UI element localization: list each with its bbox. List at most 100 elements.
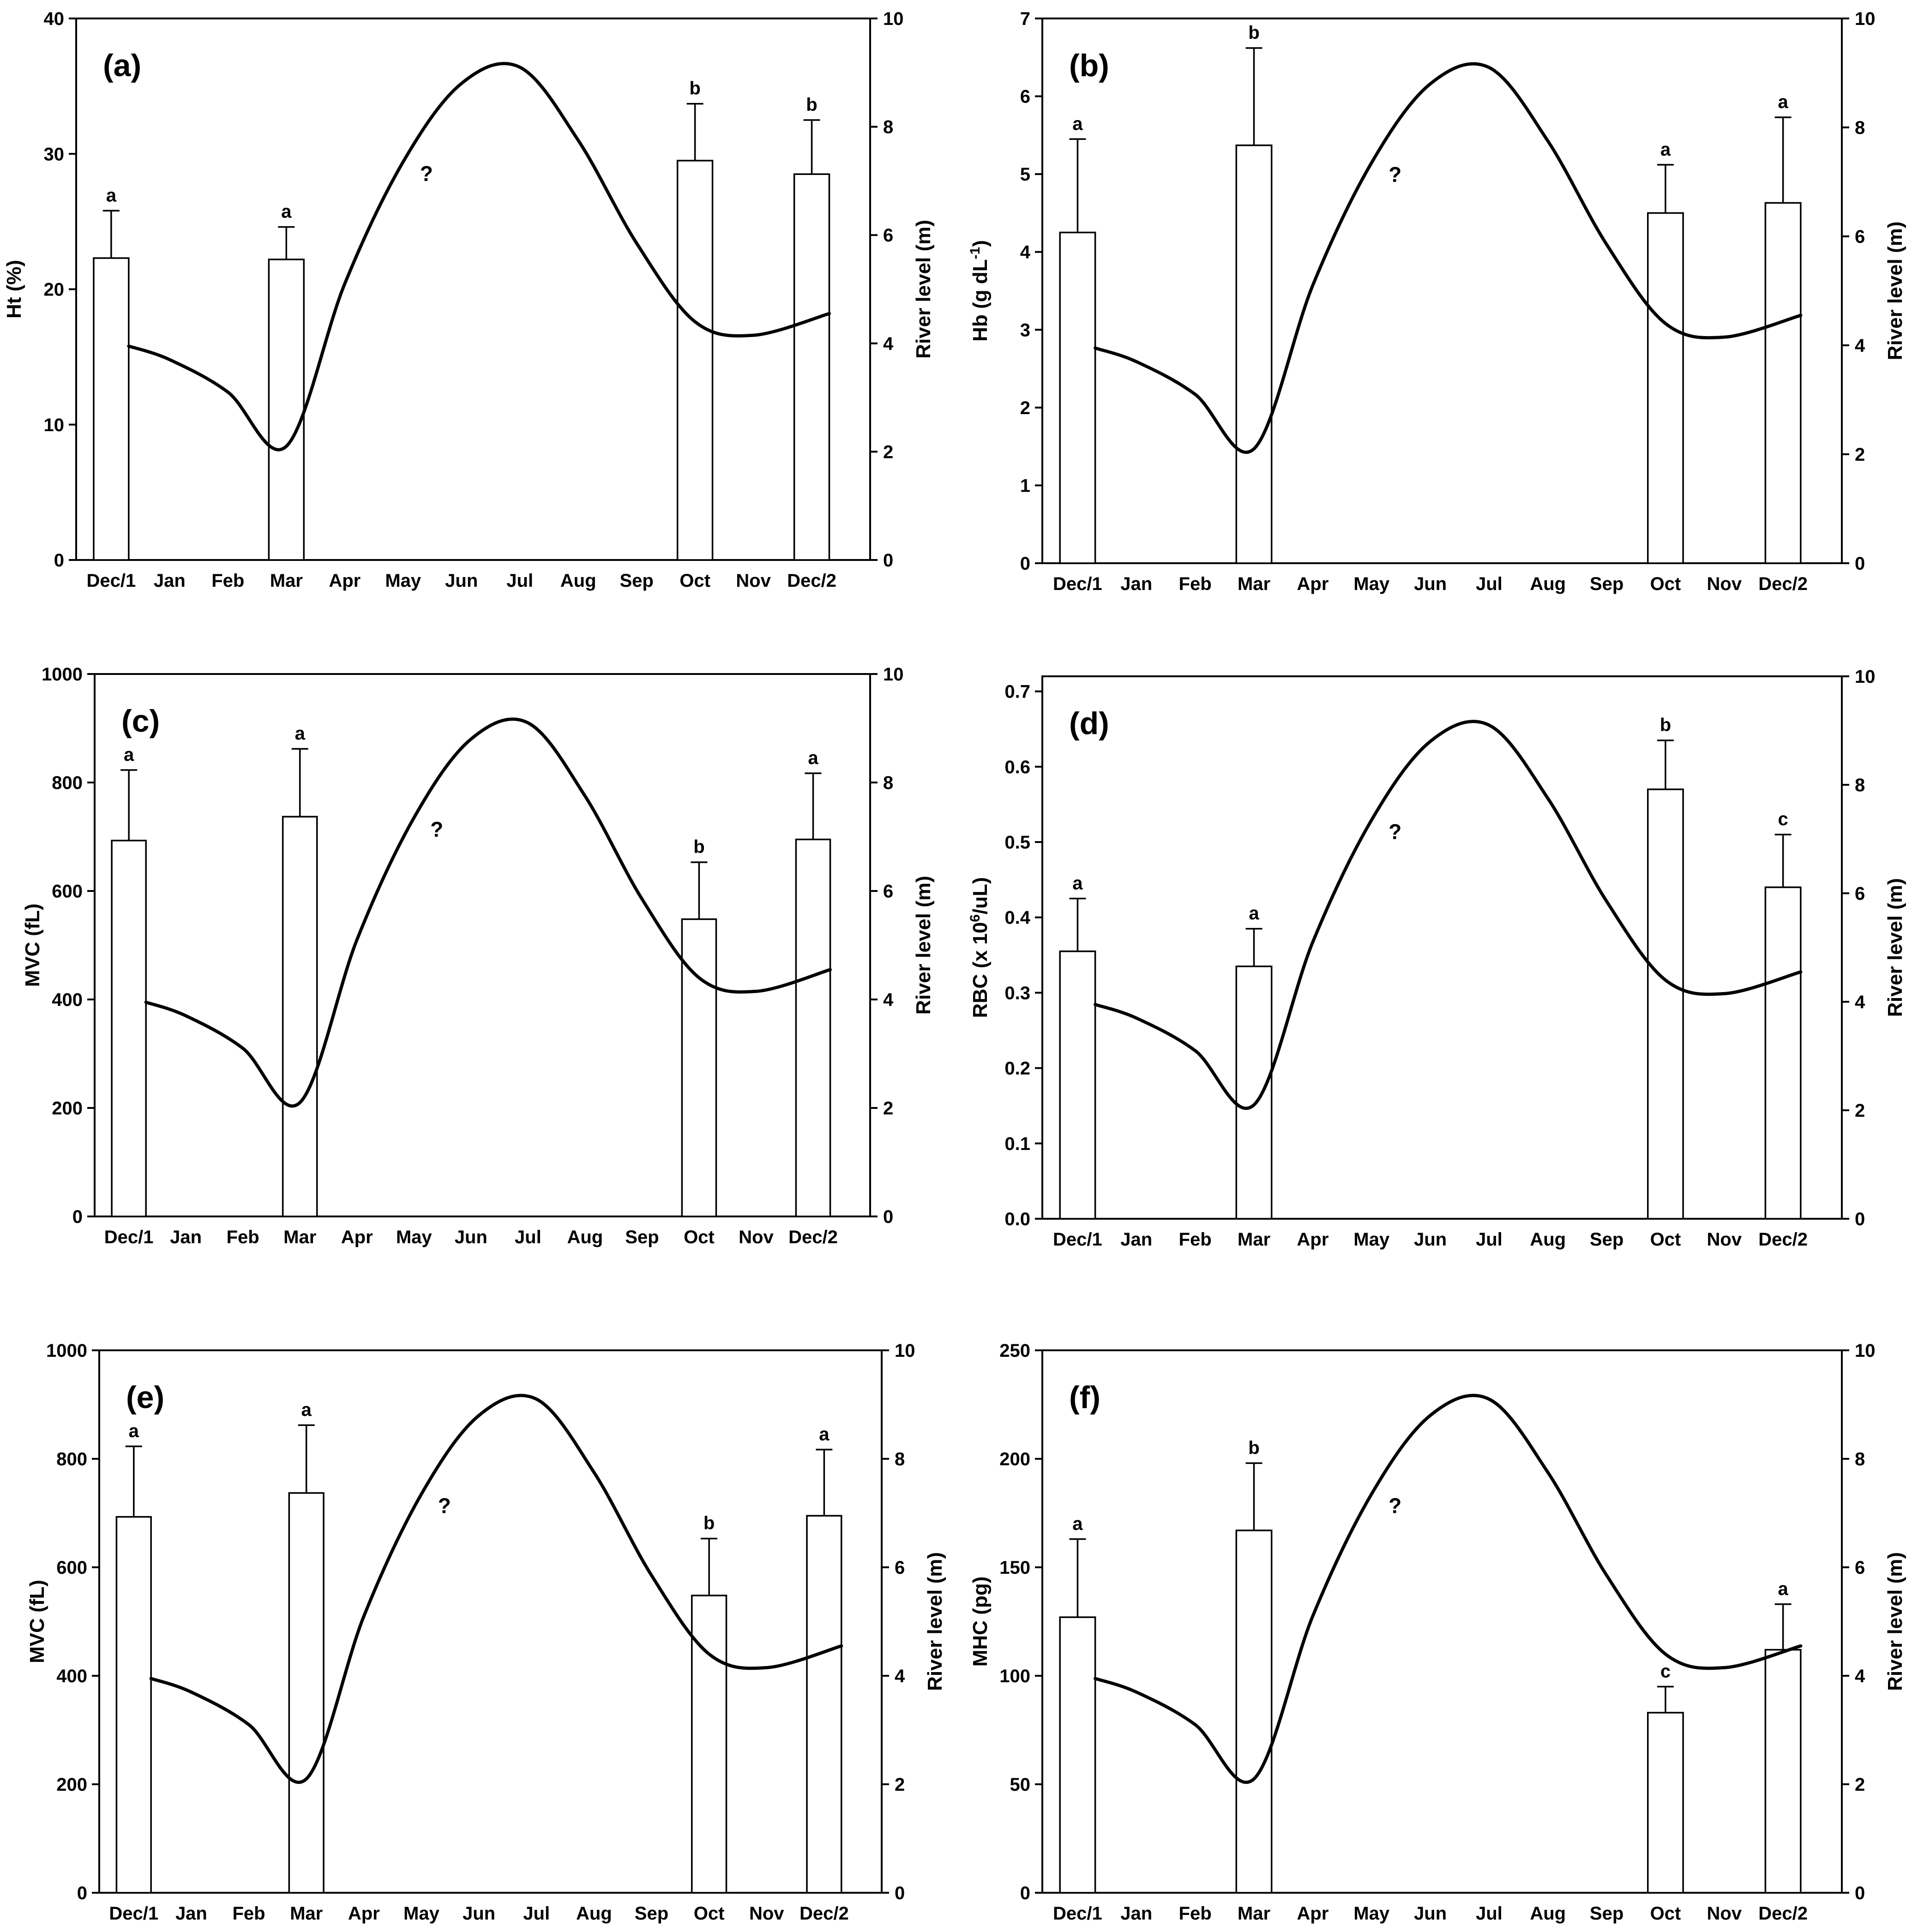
- plot-frame: [1041, 18, 1843, 564]
- significance-letter: b: [689, 78, 700, 99]
- significance-letter: a: [281, 202, 292, 222]
- x-tick-label: Feb: [232, 1903, 265, 1924]
- x-tick-label: Jun: [463, 1903, 495, 1924]
- y2-tick-label: 4: [1855, 336, 1865, 356]
- y2-axis-title: River level (m): [1884, 222, 1906, 361]
- plot-frame: [1041, 675, 1843, 1220]
- y-axis-title: Hb (g dL-1): [968, 240, 992, 342]
- x-tick-label: Jul: [515, 1227, 541, 1247]
- question-mark-annotation: ?: [420, 162, 433, 186]
- significance-letter: b: [1248, 23, 1259, 43]
- y-tick-label: 0: [54, 550, 64, 571]
- bar-Dec-1: [1059, 1616, 1096, 1894]
- y-tick-label: 0.6: [1004, 757, 1030, 777]
- x-tick-label: Aug: [560, 571, 596, 591]
- x-tick-label: Aug: [576, 1903, 612, 1924]
- y2-tick-label: 2: [883, 1098, 893, 1119]
- y-tick-label: 20: [44, 280, 65, 300]
- plot-frame: [1041, 1349, 1843, 1894]
- chart-panel-e: 0 200 400 600 800 1000 0 2 4 6 8 10 Dec/1 Jan Feb Mar Ap…: [26, 1341, 946, 1924]
- river-level-line: [1094, 720, 1803, 1110]
- x-tick-label: Nov: [1707, 574, 1742, 594]
- bar-Dec-2: [793, 173, 830, 561]
- y2-tick-label: 0: [883, 1207, 893, 1227]
- bar-Oct: [676, 160, 714, 561]
- x-tick-label: Apr: [329, 571, 361, 591]
- y2-tick-label: 4: [1855, 992, 1865, 1012]
- x-tick-label: Dec/2: [1758, 574, 1808, 594]
- x-tick-label: Mar: [1238, 1903, 1270, 1924]
- bar-Dec-2: [1764, 886, 1802, 1220]
- x-tick-label: Dec/1: [104, 1227, 154, 1247]
- y-tick-label: 200: [56, 1775, 87, 1795]
- bar-Oct: [1647, 212, 1684, 564]
- y2-tick-label: 2: [883, 442, 893, 462]
- bar-Dec-2: [795, 838, 831, 1217]
- y-axis-title-superscript: -1: [968, 247, 983, 259]
- x-tick-label: May: [1353, 574, 1390, 594]
- river-level-line: [1094, 1394, 1803, 1784]
- bar-Dec-1: [111, 839, 147, 1217]
- significance-letter: a: [124, 745, 134, 765]
- x-tick-label: Oct: [694, 1903, 725, 1924]
- y-tick-label: 2: [1020, 398, 1030, 418]
- x-tick-label: Dec/2: [788, 1227, 838, 1247]
- y2-tick-label: 10: [895, 1341, 915, 1361]
- y-tick-label: 800: [56, 1449, 87, 1469]
- x-tick-label: Sep: [1590, 1229, 1623, 1250]
- y-axis-title: Ht (%): [3, 260, 25, 319]
- x-tick-label: Nov: [739, 1227, 774, 1247]
- x-tick-label: May: [385, 571, 421, 591]
- y2-tick-label: 6: [883, 881, 893, 902]
- y-tick-label: 1: [1020, 475, 1030, 496]
- y2-axis-title: River level (m): [912, 220, 935, 359]
- y2-tick-label: 10: [883, 664, 904, 685]
- y2-tick-label: 8: [883, 117, 893, 138]
- x-tick-label: Jun: [1414, 1903, 1447, 1924]
- x-tick-label: Oct: [1650, 574, 1681, 594]
- bar-Oct: [1647, 1712, 1684, 1894]
- y-tick-label: 100: [999, 1666, 1030, 1686]
- y2-tick-label: 8: [895, 1449, 905, 1469]
- bar-Mar: [1235, 965, 1273, 1220]
- x-tick-label: Dec/2: [787, 571, 836, 591]
- y2-tick-label: 10: [1855, 9, 1876, 29]
- y2-tick-label: 0: [1855, 1209, 1865, 1229]
- y2-tick-label: 8: [1855, 775, 1865, 795]
- significance-letter: a: [106, 185, 117, 205]
- significance-letter: a: [819, 1424, 830, 1444]
- y-tick-label: 30: [44, 144, 65, 164]
- x-tick-label: Oct: [1650, 1229, 1681, 1250]
- y2-tick-label: 10: [883, 9, 904, 29]
- bar-Dec-1: [115, 1516, 152, 1894]
- y2-tick-label: 2: [895, 1775, 905, 1795]
- x-tick-label: Aug: [1530, 1229, 1566, 1250]
- x-tick-label: Jun: [445, 571, 478, 591]
- y-axis-title: MVC (fL): [21, 903, 44, 987]
- y2-axis-title: River level (m): [924, 1552, 946, 1691]
- x-tick-label: Sep: [625, 1227, 659, 1247]
- x-tick-label: Nov: [749, 1903, 784, 1924]
- y-tick-label: 0: [1020, 554, 1030, 574]
- x-tick-label: Aug: [1530, 1903, 1566, 1924]
- x-tick-label: Oct: [684, 1227, 715, 1247]
- y2-tick-label: 2: [1855, 1775, 1865, 1795]
- panel-label: (d): [1069, 706, 1109, 741]
- significance-letter: b: [1660, 715, 1671, 735]
- x-tick-label: Jan: [175, 1903, 207, 1924]
- x-tick-label: Feb: [1179, 1229, 1212, 1250]
- plot-frame: [98, 1349, 883, 1894]
- y2-tick-label: 4: [883, 990, 894, 1010]
- x-tick-label: Jul: [1476, 1903, 1503, 1924]
- y-tick-label: 1000: [42, 664, 83, 685]
- x-tick-label: Apr: [1297, 574, 1329, 594]
- significance-letter: a: [301, 1400, 312, 1420]
- x-tick-label: Feb: [1179, 1903, 1212, 1924]
- y-tick-label: 400: [56, 1666, 87, 1686]
- y-tick-label: 200: [52, 1098, 83, 1119]
- significance-letter: a: [1660, 139, 1671, 160]
- question-mark-annotation: ?: [1389, 820, 1401, 844]
- bar-Mar: [288, 1492, 325, 1894]
- bar-Mar: [1235, 1529, 1273, 1894]
